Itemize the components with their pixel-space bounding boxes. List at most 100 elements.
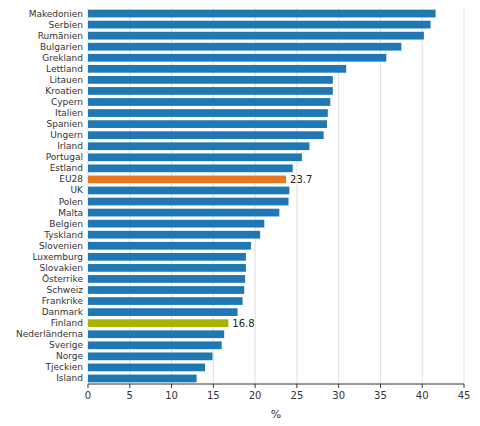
grid-line: [171, 8, 172, 384]
y-tick-label: Kroatien: [45, 86, 83, 96]
bar: [88, 198, 289, 206]
y-tick-label: Bulgarien: [40, 42, 83, 52]
grid-line: [129, 8, 130, 384]
y-tick-label: Cypern: [51, 97, 83, 107]
x-tick-label: 35: [374, 390, 387, 401]
bar: [88, 242, 251, 250]
grid-line: [422, 8, 423, 384]
bar: [88, 65, 346, 73]
y-tick-label: Danmark: [42, 307, 84, 317]
y-tick-label: Irland: [57, 141, 83, 151]
bar: [88, 120, 327, 128]
bar: [88, 76, 333, 84]
x-tick: [255, 384, 256, 388]
y-tick-label: Grekland: [42, 53, 83, 63]
y-tick-label: Slovakien: [39, 263, 83, 273]
y-tick-label: Makedonien: [29, 9, 83, 19]
x-tick-label: 20: [249, 390, 262, 401]
chart: 051015202530354045%MakedonienSerbienRumä…: [0, 0, 480, 426]
grid-line: [338, 8, 339, 384]
y-tick-label: Tyskland: [43, 230, 83, 240]
y-tick-label: Island: [56, 373, 83, 383]
bar: [88, 297, 243, 305]
x-tick: [213, 384, 214, 388]
bar: [88, 21, 431, 29]
x-tick: [88, 384, 89, 388]
x-tick-label: 40: [416, 390, 429, 401]
bar: [88, 164, 293, 172]
bar: [88, 308, 238, 316]
y-tick-label: Finland: [51, 318, 83, 328]
grid-line: [296, 8, 297, 384]
y-tick-label: Lettland: [46, 64, 83, 74]
bar: [88, 330, 224, 338]
y-tick-label: EU28: [59, 174, 83, 184]
grid-line: [464, 8, 465, 384]
y-tick-label: Polen: [59, 197, 83, 207]
x-tick-label: 45: [458, 390, 471, 401]
y-tick-label: Österrike: [42, 274, 83, 284]
bar: [88, 32, 424, 40]
bar: [88, 264, 246, 272]
annotation: 23.7: [290, 174, 312, 185]
bar: [88, 176, 286, 184]
y-tick-label: Ungern: [50, 130, 83, 140]
x-tick-label: 15: [207, 390, 220, 401]
x-axis: 051015202530354045: [85, 384, 471, 401]
bars: [88, 10, 436, 383]
bar: [88, 98, 330, 106]
y-tick-label: Malta: [58, 208, 83, 218]
y-tick-label: Slovenien: [39, 241, 83, 251]
bar: [88, 54, 386, 62]
y-tick-label: Schweiz: [47, 285, 84, 295]
y-axis: MakedonienSerbienRumänienBulgarienGrekla…: [16, 9, 84, 384]
bar: [88, 286, 244, 294]
y-tick-label: Tjeckien: [45, 362, 83, 372]
bar: [88, 142, 309, 150]
x-tick: [422, 384, 423, 388]
bar: [88, 352, 212, 360]
bar: [88, 153, 302, 161]
bar: [88, 364, 205, 372]
x-axis-label: %: [271, 408, 281, 421]
x-tick: [380, 384, 381, 388]
bar: [88, 43, 401, 51]
bar: [88, 87, 333, 95]
grid-line: [380, 8, 381, 384]
bar: [88, 109, 328, 117]
bar: [88, 209, 279, 217]
y-tick-label: Italien: [55, 108, 83, 118]
x-tick-label: 25: [291, 390, 304, 401]
grid-line: [213, 8, 214, 384]
y-tick-label: Rumänien: [38, 31, 83, 41]
x-tick: [464, 384, 465, 388]
y-tick-label: Nederländerna: [16, 329, 83, 339]
bar: [88, 275, 245, 283]
bar: [88, 187, 289, 195]
x-tick-label: 10: [165, 390, 178, 401]
x-tick: [129, 384, 130, 388]
grid-line: [88, 8, 89, 384]
x-tick-label: 5: [127, 390, 133, 401]
y-tick-label: UK: [71, 185, 85, 195]
annotation: 16.8: [232, 318, 254, 329]
y-tick-label: Sverige: [49, 340, 83, 350]
bar: [88, 220, 264, 228]
y-tick-label: Luxemburg: [32, 252, 83, 262]
grid: [88, 8, 464, 384]
grid-line: [255, 8, 256, 384]
x-tick: [171, 384, 172, 388]
bar: [88, 253, 246, 261]
x-axis-line: [88, 384, 464, 385]
y-tick-label: Litauen: [49, 75, 83, 85]
y-tick-label: Frankrike: [42, 296, 84, 306]
bar: [88, 10, 436, 18]
x-tick: [338, 384, 339, 388]
bar: [88, 131, 324, 139]
y-tick-label: Portugal: [46, 152, 83, 162]
bar: [88, 341, 222, 349]
y-tick-label: Spanien: [47, 119, 83, 129]
bar: [88, 231, 260, 239]
x-tick-label: 0: [85, 390, 91, 401]
y-tick-label: Norge: [56, 351, 83, 361]
